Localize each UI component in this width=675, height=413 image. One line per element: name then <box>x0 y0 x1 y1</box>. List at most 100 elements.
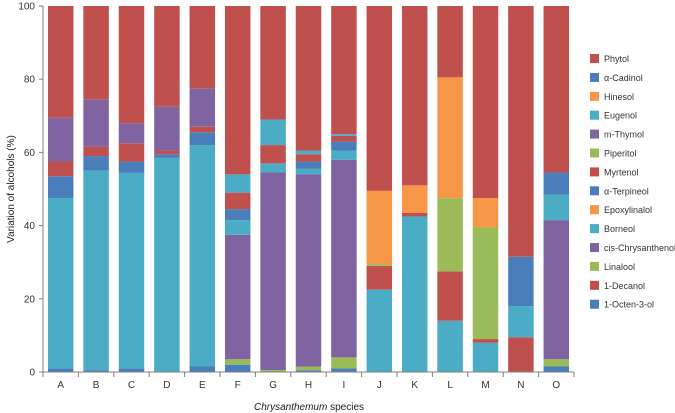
bar-segment <box>224 192 251 210</box>
y-tick-label: 100 <box>18 2 35 13</box>
bar-segment <box>118 123 145 144</box>
y-tick-label: 0 <box>29 368 35 379</box>
bar-segment <box>154 6 180 107</box>
bar-segment <box>118 143 145 162</box>
legend-swatch <box>590 110 599 120</box>
bar-segment <box>189 132 216 146</box>
bar-segment <box>154 150 180 155</box>
bar-segment <box>47 368 74 372</box>
bar-segment <box>295 370 322 372</box>
bar-segment <box>437 6 463 78</box>
legend-swatch <box>590 148 599 158</box>
bar-segment <box>437 77 463 199</box>
bar-segment <box>366 264 393 266</box>
x-tick-label: A <box>57 380 64 391</box>
bar-segment <box>295 154 322 162</box>
x-tick-label: M <box>481 380 489 391</box>
bar-segment <box>224 364 251 372</box>
bar-segment <box>189 88 216 127</box>
bar-segment <box>260 370 286 372</box>
bar-segment <box>331 357 357 369</box>
bar-segment <box>118 6 145 124</box>
bar-segment <box>472 227 499 340</box>
bar-segment <box>295 150 322 155</box>
legend-label: Borneol <box>604 224 635 234</box>
bar-segment <box>331 135 357 142</box>
bar-segment <box>83 99 109 147</box>
bar-segment <box>224 220 251 235</box>
legend-label: α-Cadinol <box>604 73 643 83</box>
bar-segment <box>472 339 499 343</box>
bar-segment <box>260 6 286 120</box>
bar-segment <box>83 6 109 100</box>
x-tick-label: F <box>235 380 241 391</box>
legend-label: Piperitol <box>604 149 637 159</box>
bar-segment <box>295 161 322 169</box>
bar-segment <box>508 306 534 338</box>
bar-segment <box>543 6 570 173</box>
bar-segment <box>224 209 251 221</box>
bar-segment <box>154 106 180 151</box>
bar-segment <box>47 161 74 177</box>
bars <box>47 6 570 372</box>
bar-segment <box>83 170 109 371</box>
legend-swatch <box>590 205 599 215</box>
bar-segment <box>331 368 357 372</box>
bar-segment <box>224 234 251 360</box>
bar-segment <box>189 145 216 367</box>
x-tick-label: E <box>199 380 206 391</box>
y-tick-label: 60 <box>24 148 36 159</box>
bar-segment <box>543 194 570 221</box>
legend-swatch <box>590 280 599 290</box>
legend-label: Hinesol <box>604 92 634 102</box>
bar-segment <box>366 289 393 372</box>
bar-segment <box>401 212 428 217</box>
bar-segment <box>472 6 499 199</box>
x-tick-label: H <box>305 380 312 391</box>
legend-swatch <box>590 224 599 234</box>
bar-segment <box>118 172 145 369</box>
legend-label: Phytol <box>604 54 629 64</box>
bar-segment <box>295 168 322 175</box>
bar-segment <box>224 6 251 175</box>
x-tick-label: J <box>377 380 382 391</box>
legend-label: Linalool <box>604 262 635 272</box>
legend-label: 1-Decanol <box>604 281 645 291</box>
bar-segment <box>543 366 570 372</box>
bar-segment <box>260 172 286 371</box>
bar-segment <box>260 145 286 164</box>
bar-segment <box>472 342 499 372</box>
y-tick-label: 80 <box>24 75 36 86</box>
x-tick-label: B <box>93 380 100 391</box>
bar-segment <box>154 157 180 372</box>
legend-swatch <box>590 91 599 101</box>
x-tick-label: I <box>343 380 346 391</box>
bar-segment <box>83 146 109 157</box>
x-tick-label: C <box>128 380 135 391</box>
bar-segment <box>189 126 216 133</box>
legend-label: α-Terpineol <box>604 186 649 196</box>
x-tick-label: G <box>269 380 277 391</box>
bar-segment <box>437 271 463 321</box>
legend: Phytol α-Cadinol Hinesol Eugenol m-Thymol Pip… <box>590 54 675 310</box>
bar-segment <box>224 359 251 365</box>
bar-segment <box>437 320 463 372</box>
bar-segment <box>47 117 74 162</box>
bar-segment <box>295 6 322 151</box>
bar-segment <box>260 119 286 146</box>
bar-segment <box>366 6 393 191</box>
bar-segment <box>224 174 251 193</box>
bar-segment <box>47 198 74 369</box>
legend-swatch <box>590 299 599 309</box>
legend-swatch <box>590 72 599 82</box>
legend-swatch <box>590 243 599 252</box>
bar-segment <box>189 6 216 89</box>
axes: 0 20 40 60 80 100 A B C D E F G H I J K L M N O <box>18 2 575 391</box>
y-axis-title: Variation of alcohols (%) <box>6 135 17 243</box>
bar-segment <box>401 6 428 186</box>
bar-segment <box>47 176 74 199</box>
bar-segment <box>331 150 357 160</box>
x-tick-label: D <box>163 380 170 391</box>
x-tick-label: L <box>447 380 453 391</box>
bar-segment <box>508 6 534 257</box>
